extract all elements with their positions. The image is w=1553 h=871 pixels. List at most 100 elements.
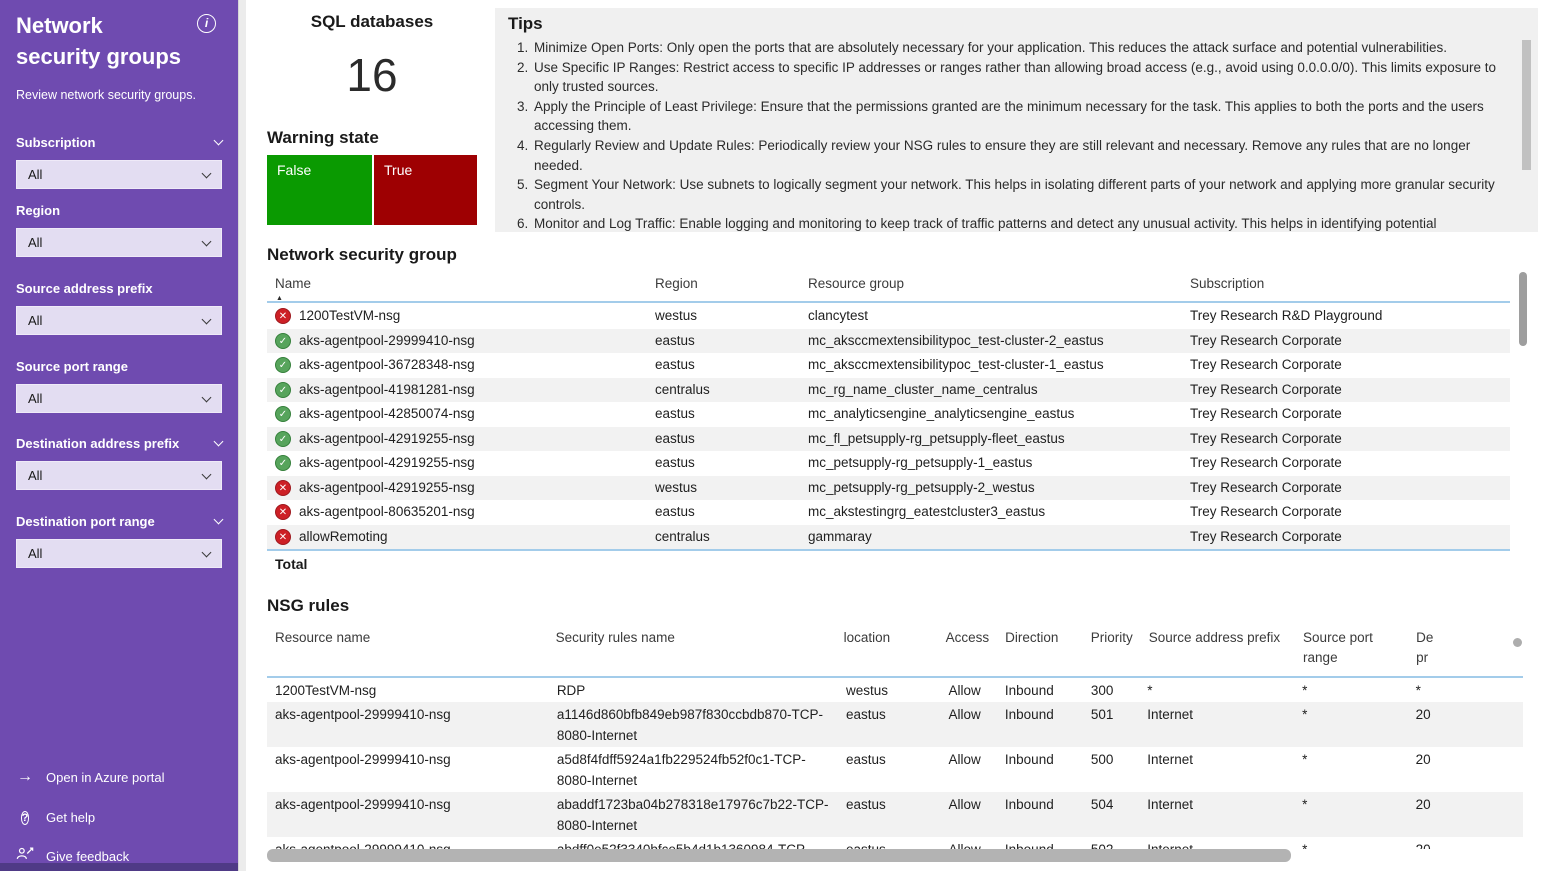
filter-label-source-port-range[interactable]: Source port range (16, 357, 222, 375)
column-header-direction[interactable]: Direction (1005, 630, 1059, 645)
rule-location: eastus (838, 837, 940, 849)
nsg-name: aks-agentpool-36728348-nsg (299, 357, 475, 372)
table-row[interactable]: aks-agentpool-29999410-nsg a1146d860bfb8… (267, 702, 1523, 747)
nsg-table-title: Network security group (267, 245, 457, 264)
table-row[interactable]: aks-agentpool-42919255-nsg eastus mc_pet… (267, 451, 1510, 476)
filter-label-text: Destination port range (16, 513, 155, 529)
chevron-down-icon (213, 514, 224, 525)
nsg-subscription: Trey Research Corporate (1190, 479, 1342, 495)
column-header-resource-name[interactable]: Resource name (275, 630, 371, 645)
nsg-resource-group: mc_aksccmextensibilitypoc_test-cluster-1… (808, 357, 1104, 372)
table-row[interactable]: aks-agentpool-29999410-nsg abdff0e52f334… (267, 837, 1523, 849)
filter-label-source-address-prefix[interactable]: Source address prefix (16, 279, 222, 297)
source-port-range-dropdown[interactable]: All (16, 384, 222, 413)
rule-priority: 501 (1090, 707, 1114, 722)
nsg-name: aks-agentpool-42919255-nsg (299, 479, 475, 495)
destination-port-range-dropdown[interactable]: All (16, 539, 222, 568)
rules-table-scrollbar-dot[interactable] (1513, 638, 1522, 647)
rules-table-horizontal-scrollbar-thumb[interactable] (267, 849, 1291, 862)
nsg-resource-group: mc_analyticsengine_analyticsengine_eastu… (808, 406, 1075, 421)
filter-label-destination-address-prefix[interactable]: Destination address prefix (16, 434, 224, 452)
subscription-dropdown[interactable]: All (16, 160, 222, 189)
rule-destination: * (1415, 683, 1421, 698)
nsg-resource-group: mc_rg_name_cluster_name_centralus (808, 381, 1038, 397)
rule-location: eastus (845, 752, 886, 767)
column-header-destination-clipped[interactable]: De pr (1416, 630, 1434, 665)
column-header-access[interactable]: Access (945, 630, 990, 645)
table-row[interactable]: aks-agentpool-41981281-nsg centralus mc_… (267, 377, 1510, 402)
table-row[interactable]: aks-agentpool-36728348-nsg eastus mc_aks… (267, 353, 1510, 378)
give-feedback-link[interactable]: Give feedback (16, 845, 129, 867)
nsg-table-total: Total (275, 556, 308, 572)
tips-scrollbar-thumb[interactable] (1522, 40, 1531, 170)
info-icon[interactable]: i (197, 14, 216, 33)
filter-label-text: Region (16, 202, 61, 218)
table-row[interactable]: 1200TestVM-nsg westus clancytest Trey Re… (267, 304, 1510, 329)
nsg-resource-group: mc_aksccmextensibilitypoc_test-cluster-2… (808, 332, 1104, 348)
table-row[interactable]: aks-agentpool-80635201-nsg eastus mc_aks… (267, 500, 1510, 525)
column-header-location[interactable]: location (843, 630, 891, 645)
table-row[interactable]: allowRemoting centralus gammaray Trey Re… (267, 524, 1510, 549)
rule-name: a5d8f4fdff5924a1fb229524fb52f0c1-TCP-808… (556, 752, 806, 788)
column-header-source-port-range[interactable]: Source port range (1303, 630, 1373, 665)
rule-source-address-prefix: Internet (1147, 707, 1194, 722)
nsg-name: 1200TestVM-nsg (299, 308, 401, 323)
table-row[interactable]: aks-agentpool-29999410-nsg abaddf1723ba0… (267, 792, 1523, 837)
filter-group-source-address-prefix: Source address prefix All (16, 279, 222, 335)
rule-destination: 20 (1415, 752, 1431, 767)
table-row[interactable]: aks-agentpool-42919255-nsg westus mc_pet… (267, 475, 1510, 500)
feedback-person-icon (16, 846, 34, 866)
nsg-table-scrollbar-thumb[interactable] (1519, 272, 1527, 346)
source-address-prefix-dropdown[interactable]: All (16, 306, 222, 335)
tip-item: Apply the Principle of Least Privilege: … (532, 97, 1504, 136)
rules-table-title: NSG rules (267, 596, 350, 615)
help-circle-icon: ? (20, 811, 30, 825)
chevron-down-icon (201, 469, 212, 479)
table-row[interactable]: 1200TestVM-nsg RDP westus Allow Inbound … (267, 678, 1523, 702)
filter-label-region[interactable]: Region (16, 201, 222, 219)
nsg-name: aks-agentpool-42850074-nsg (299, 406, 475, 421)
column-header-resource-group[interactable]: Resource group (808, 276, 905, 291)
column-header-security-rules-name[interactable]: Security rules name (555, 630, 675, 645)
warning-state-tile-false[interactable]: False (267, 155, 372, 225)
link-label: Open in Azure portal (46, 769, 165, 785)
sidebar-scrollbar-track[interactable] (238, 0, 246, 871)
rule-destination: 20 (1415, 797, 1431, 812)
region-dropdown[interactable]: All (16, 228, 222, 257)
chevron-down-icon (201, 236, 212, 246)
filter-label-subscription[interactable]: Subscription (16, 133, 224, 151)
get-help-link[interactable]: ? Get help (16, 806, 95, 828)
table-row[interactable]: aks-agentpool-29999410-nsg eastus mc_aks… (267, 328, 1510, 353)
sql-databases-metric-title: SQL databases (310, 12, 434, 31)
column-header-priority[interactable]: Priority (1090, 630, 1133, 645)
rule-location: westus (845, 683, 889, 698)
nsg-subscription: Trey Research Corporate (1190, 528, 1342, 544)
nsg-subscription: Trey Research Corporate (1190, 406, 1342, 421)
rule-access: Allow (948, 752, 981, 767)
filter-group-destination-address-prefix: Destination address prefix All (16, 434, 224, 490)
warning-state-tile-true[interactable]: True (374, 155, 477, 225)
rule-name: a1146d860bfb849eb987f830ccbdb870-TCP-808… (556, 707, 824, 743)
rule-priority: 500 (1090, 752, 1114, 767)
table-row[interactable]: aks-agentpool-42850074-nsg eastus mc_ana… (267, 402, 1510, 427)
destination-address-prefix-dropdown[interactable]: All (16, 461, 222, 490)
open-in-azure-portal-link[interactable]: → Open in Azure portal (16, 766, 165, 788)
rule-priority: 300 (1090, 683, 1114, 698)
nsg-subscription: Trey Research Corporate (1190, 332, 1342, 348)
rule-source-port-range: * (1302, 707, 1308, 722)
nsg-resource-group: mc_petsupply-rg_petsupply-1_eastus (808, 455, 1033, 470)
warning-state-title: Warning state (267, 128, 379, 147)
column-header-region[interactable]: Region (655, 276, 698, 291)
filter-label-destination-port-range[interactable]: Destination port range (16, 512, 224, 530)
table-row[interactable]: aks-agentpool-42919255-nsg eastus mc_fl_… (267, 426, 1510, 451)
error-status-icon (275, 504, 291, 521)
column-header-name[interactable]: Name ▲ (275, 276, 312, 302)
rule-name: abaddf1723ba04b278318e17976c7b22-TCP-808… (556, 797, 829, 833)
table-row[interactable]: aks-agentpool-29999410-nsg a5d8f4fdff592… (267, 747, 1523, 792)
column-header-source-address-prefix[interactable]: Source address prefix (1148, 630, 1281, 645)
column-header-subscription[interactable]: Subscription (1190, 276, 1265, 291)
chevron-down-icon (201, 314, 212, 324)
nsg-region: westus (655, 479, 698, 495)
nsg-resource-group: mc_fl_petsupply-rg_petsupply-fleet_eastu… (808, 430, 1065, 446)
